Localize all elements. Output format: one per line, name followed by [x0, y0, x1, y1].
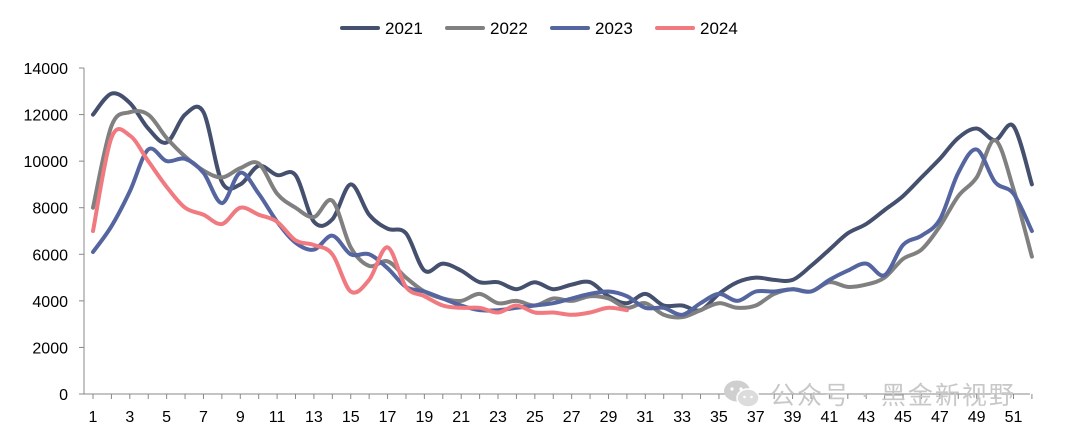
y-tick-label: 14000 — [24, 61, 69, 78]
x-tick-label: 13 — [305, 409, 323, 426]
x-tick-label: 5 — [162, 409, 171, 426]
y-axis: 0 2000 4000 6000 8000 10000 12000 14000 — [24, 61, 85, 404]
legend-label-2022: 2022 — [490, 19, 528, 38]
x-tick-label: 11 — [269, 409, 286, 426]
y-tick-label: 4000 — [32, 294, 68, 311]
x-tick-label: 33 — [673, 409, 691, 426]
x-tick-label: 25 — [526, 409, 544, 426]
wechat-icon — [724, 380, 760, 408]
x-tick-label: 45 — [894, 409, 912, 426]
series-layer — [91, 91, 1034, 320]
x-tick-label: 7 — [199, 409, 208, 426]
x-tick-label: 47 — [931, 409, 949, 426]
series-line-2023 — [91, 146, 1034, 317]
legend-label-2023: 2023 — [595, 19, 633, 38]
x-tick-label: 1 — [89, 409, 98, 426]
x-tick-label: 37 — [747, 409, 765, 426]
x-tick-label: 29 — [600, 409, 618, 426]
watermark: 公众号 · 黑金新视野 — [722, 376, 1016, 412]
x-tick-label: 21 — [452, 409, 470, 426]
y-tick-label: 6000 — [32, 247, 68, 264]
x-tick-label: 39 — [784, 409, 802, 426]
series-line-2024 — [91, 127, 629, 317]
x-axis: 1 3 5 7 9 11 13 15 17 19 21 23 25 27 29 31 33 35 37 39 41 43 4… — [84, 393, 1033, 426]
y-tick-label: 2000 — [32, 340, 68, 357]
x-tick-label: 19 — [415, 409, 433, 426]
x-tick-label: 43 — [857, 409, 875, 426]
x-tick-label: 51 — [1005, 409, 1023, 426]
series-line-2021 — [91, 91, 1034, 313]
y-tick-label: 0 — [59, 387, 68, 404]
x-tick-label: 27 — [563, 409, 581, 426]
y-tick-label: 10000 — [24, 154, 69, 171]
y-tick-label: 12000 — [24, 108, 69, 125]
x-tick-label: 23 — [489, 409, 507, 426]
y-tick-label: 8000 — [32, 201, 68, 218]
x-tick-label: 9 — [236, 409, 245, 426]
legend: 2021 2022 2023 2024 — [340, 19, 738, 38]
watermark-text: 公众号 · 黑金新视野 — [770, 381, 1016, 410]
legend-label-2021: 2021 — [385, 19, 423, 38]
x-tick-label: 41 — [821, 409, 839, 426]
x-tick-label: 31 — [636, 409, 654, 426]
x-tick-label: 3 — [125, 409, 134, 426]
x-tick-label: 49 — [968, 409, 986, 426]
x-tick-label: 15 — [342, 409, 360, 426]
legend-label-2024: 2024 — [700, 19, 738, 38]
x-tick-label: 17 — [379, 409, 397, 426]
x-tick-label: 35 — [710, 409, 728, 426]
